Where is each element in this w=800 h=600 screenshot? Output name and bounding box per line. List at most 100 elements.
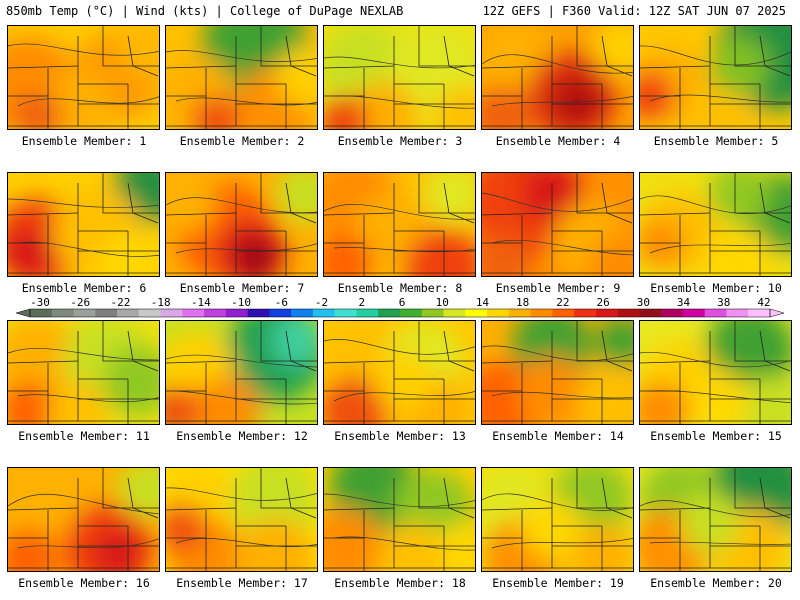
colorbar-swatch — [51, 309, 75, 317]
colorbar-high-arrow — [769, 308, 785, 318]
state-borders — [640, 173, 791, 276]
height-contour — [482, 54, 633, 107]
ensemble-member-map — [639, 25, 792, 130]
colorbar-swatch — [726, 309, 749, 317]
ensemble-member-label: Ensemble Member: 2 — [179, 134, 305, 148]
state-borders — [166, 26, 317, 129]
colorbar-swatch — [400, 309, 423, 317]
ensemble-member-label: Ensemble Member: 14 — [492, 429, 624, 443]
temperature-field — [324, 321, 475, 424]
colorbar-swatch — [247, 309, 270, 317]
ensemble-member-label: Ensemble Member: 3 — [337, 134, 463, 148]
height-contour — [640, 45, 791, 103]
ensemble-member-label: Ensemble Member: 13 — [334, 429, 466, 443]
colorbar-swatch — [617, 309, 640, 317]
height-contour — [8, 43, 159, 107]
map-title: 850mb Temp (°C) | Wind (kts) | College o… — [6, 4, 404, 18]
height-contour — [8, 347, 159, 403]
colorbar-tick-label: 30 — [636, 296, 650, 309]
state-borders — [8, 321, 159, 424]
state-borders — [324, 468, 475, 571]
colorbar-swatch — [73, 309, 96, 317]
colorbar-swatch — [204, 309, 227, 317]
height-contour — [8, 493, 159, 549]
height-contour — [166, 487, 317, 548]
temperature-field — [482, 26, 633, 129]
height-contour — [482, 345, 633, 399]
ensemble-member-label: Ensemble Member: 7 — [179, 281, 305, 295]
temperature-field — [166, 26, 317, 129]
ensemble-member-map — [481, 467, 634, 572]
state-borders — [324, 26, 475, 129]
colorbar-tick-label: 10 — [435, 296, 449, 309]
state-borders — [640, 26, 791, 129]
colorbar-swatch — [443, 309, 466, 317]
colorbar-tick-label: -2 — [314, 296, 329, 309]
temperature-field — [166, 321, 317, 424]
colorbar-swatch — [269, 309, 292, 317]
state-borders — [640, 468, 791, 571]
ensemble-member-map — [7, 25, 160, 130]
ensemble-member-map — [481, 25, 634, 130]
ensemble-member-label: Ensemble Member: 12 — [176, 429, 308, 443]
height-contour — [640, 351, 791, 404]
colorbar-swatch — [682, 309, 706, 317]
colorbar-tick-label: -6 — [274, 296, 288, 309]
ensemble-member-map — [165, 320, 318, 425]
ensemble-member-map — [481, 172, 634, 277]
colorbar-tick-label: 42 — [757, 296, 771, 309]
temperature-field — [8, 173, 159, 276]
temperature-field — [640, 468, 791, 571]
ensemble-member-label: Ensemble Member: 8 — [337, 281, 463, 295]
ensemble-member-label: Ensemble Member: 19 — [492, 576, 624, 590]
height-contour — [166, 50, 317, 106]
state-borders — [482, 468, 633, 571]
height-contour — [324, 204, 475, 253]
colorbar-swatch — [530, 309, 553, 317]
colorbar-swatch — [291, 309, 314, 317]
colorbar-tick-label: 22 — [556, 296, 570, 309]
colorbar-swatch — [117, 309, 140, 317]
colorbar-swatch — [225, 309, 249, 317]
colorbar-swatch — [552, 309, 575, 317]
height-contour — [324, 493, 475, 551]
ensemble-member-map — [639, 172, 792, 277]
colorbar-low-arrow — [15, 308, 31, 318]
colorbar-swatch — [182, 309, 205, 317]
ensemble-member-label: Ensemble Member: 20 — [650, 576, 782, 590]
temperature-field — [482, 468, 633, 571]
temperature-field — [640, 26, 791, 129]
colorbar-swatch — [160, 309, 183, 317]
ensemble-member-label: Ensemble Member: 5 — [653, 134, 779, 148]
colorbar-swatch — [661, 309, 684, 317]
colorbar-tick-label: 14 — [475, 296, 490, 309]
state-borders — [166, 321, 317, 424]
temperature-field — [8, 321, 159, 424]
ensemble-member-label: Ensemble Member: 9 — [495, 281, 621, 295]
colorbar-swatch — [595, 309, 619, 317]
height-contour — [166, 354, 317, 405]
colorbar-swatch — [138, 309, 162, 317]
colorbar-swatch — [487, 309, 510, 317]
state-borders — [640, 321, 791, 424]
temperature-field — [324, 468, 475, 571]
temperature-field — [8, 26, 159, 129]
temperature-field — [640, 321, 791, 424]
colorbar-swatch — [639, 309, 662, 317]
model-run-info: 12Z GEFS | F360 Valid: 12Z SAT JUN 07 20… — [482, 4, 786, 18]
colorbar-swatch — [378, 309, 401, 317]
colorbar-tick-label: -26 — [70, 296, 91, 309]
colorbar-tick-label: -30 — [30, 296, 50, 309]
temperature-field — [8, 468, 159, 571]
state-borders — [482, 321, 633, 424]
colorbar-tick-label: 34 — [676, 296, 691, 309]
colorbar-swatch — [30, 309, 53, 317]
colorbar-swatch — [421, 309, 445, 317]
ensemble-member-label: Ensemble Member: 17 — [176, 576, 308, 590]
temperature-field — [166, 468, 317, 571]
ensemble-member-map — [165, 172, 318, 277]
ensemble-member-map — [7, 467, 160, 572]
colorbar-tick-label: 26 — [596, 296, 610, 309]
ensemble-member-label: Ensemble Member: 10 — [650, 281, 782, 295]
height-contour — [324, 339, 475, 402]
